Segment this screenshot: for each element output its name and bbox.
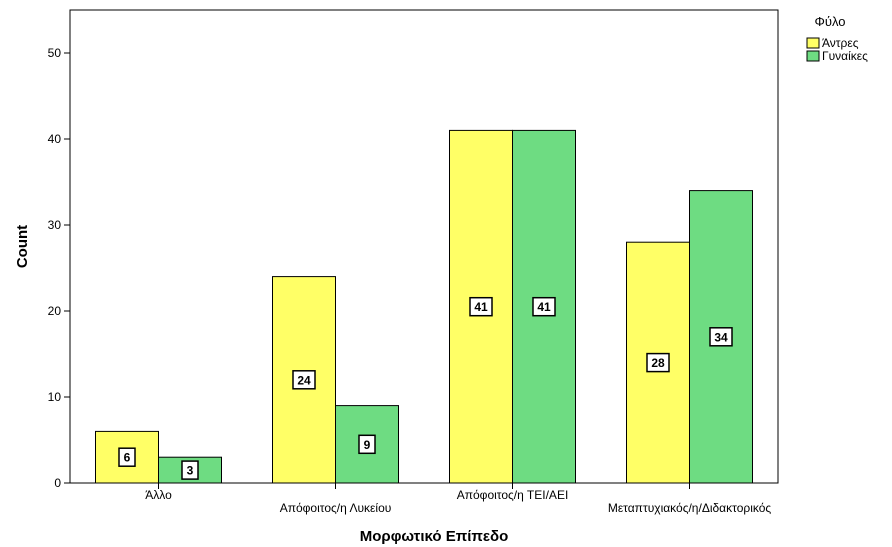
x-tick-label: Απόφοιτος/η ΤΕΙ/ΑΕΙ bbox=[457, 488, 569, 502]
bar bbox=[626, 241, 690, 484]
y-tick-label: 0 bbox=[54, 476, 61, 490]
y-tick-label: 10 bbox=[48, 390, 62, 404]
data-label-box bbox=[181, 460, 199, 480]
data-label-box bbox=[646, 352, 670, 373]
data-label-box bbox=[118, 447, 136, 467]
y-axis: 0 10 20 30 40 50 bbox=[48, 46, 70, 490]
legend-entry: Γυναίκες bbox=[822, 49, 868, 63]
y-tick-label: 40 bbox=[48, 132, 62, 146]
legend-entry: Άντρες bbox=[822, 36, 859, 50]
data-labels-layer: 6 3 24 9 41 41 28 34 bbox=[118, 296, 733, 480]
data-label: 28 bbox=[651, 356, 665, 370]
data-label: 41 bbox=[537, 300, 551, 314]
data-label: 24 bbox=[297, 373, 311, 387]
legend-title: Φύλο bbox=[814, 14, 845, 29]
y-tick-label: 20 bbox=[48, 304, 62, 318]
legend-swatch bbox=[806, 37, 820, 49]
data-label: 6 bbox=[124, 451, 131, 465]
data-label-box bbox=[532, 296, 556, 317]
x-axis: Άλλο Απόφοιτος/η Λυκείου Απόφοιτος/η ΤΕΙ/Α… bbox=[145, 483, 771, 515]
legend-swatch bbox=[806, 50, 820, 62]
data-label-box bbox=[292, 370, 316, 390]
y-tick-label: 30 bbox=[48, 218, 62, 232]
data-label: 41 bbox=[474, 300, 488, 314]
bars-layer bbox=[95, 129, 753, 484]
data-label: 3 bbox=[187, 464, 194, 478]
y-axis-title: Count bbox=[14, 225, 31, 268]
x-tick-label: Απόφοιτος/η Λυκείου bbox=[280, 501, 392, 515]
x-tick-label: Μεταπτυχιακός/η/Διδακτορικός bbox=[608, 501, 772, 515]
y-tick-label: 50 bbox=[48, 46, 62, 60]
data-label-box bbox=[358, 434, 376, 455]
data-label: 9 bbox=[364, 438, 371, 452]
data-label-box bbox=[709, 327, 733, 347]
x-axis-title: Μορφωτικό Επίπεδο bbox=[360, 528, 509, 545]
data-label: 34 bbox=[714, 330, 728, 344]
x-tick-label: Άλλο bbox=[145, 488, 172, 502]
data-label-box bbox=[469, 296, 493, 317]
